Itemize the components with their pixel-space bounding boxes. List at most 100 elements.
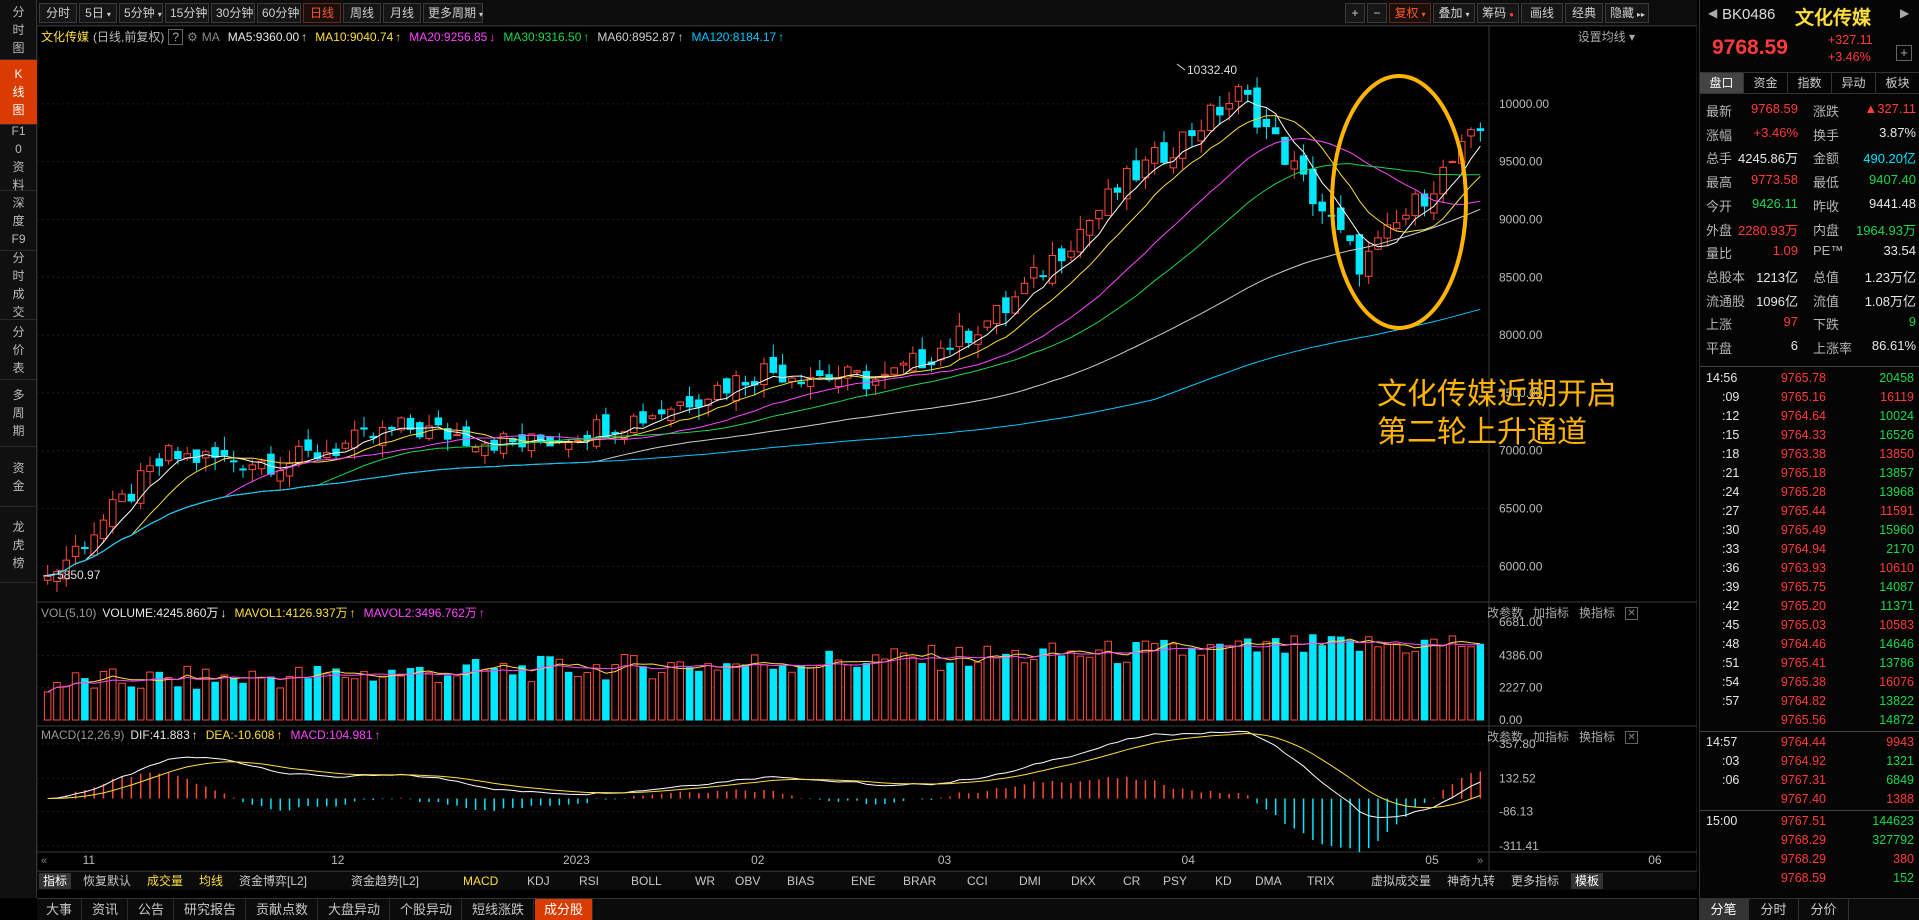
back-arrow-icon[interactable]: ◀ [1708, 6, 1718, 20]
indicator-22[interactable]: TRIX [1307, 874, 1335, 888]
volume-bar [1262, 641, 1271, 721]
indicator-16[interactable]: DMI [1019, 874, 1041, 888]
period-button-5[interactable]: 60分钟 [257, 3, 301, 23]
right-bottom-tab-1[interactable]: 分时 [1749, 899, 1799, 920]
quote-tab-0[interactable]: 盘口 [1700, 73, 1744, 93]
bottom-tab-7[interactable]: 短线涨跌 [463, 899, 535, 920]
tick-price: 9765.38 [1780, 675, 1826, 689]
period-button-2[interactable]: 5分钟 ▾ [119, 3, 163, 23]
bottom-tab-5[interactable]: 大盘异动 [319, 899, 391, 920]
leftnav-item-6[interactable]: 多周期 [0, 380, 37, 447]
toolbar-right-1[interactable]: 叠加 ▾ [1433, 3, 1475, 23]
bottom-tab-3[interactable]: 研究报告 [175, 899, 247, 920]
indicator-21[interactable]: DMA [1255, 874, 1282, 888]
bottom-tab-8[interactable]: 成分股 [535, 899, 594, 920]
indicator-20[interactable]: KD [1215, 874, 1232, 888]
indicator-6[interactable]: MACD [463, 874, 499, 888]
indicator-26[interactable]: 模板 [1571, 873, 1604, 889]
leftnav-item-4[interactable]: 分时成交 [0, 251, 37, 320]
panel-button-2[interactable]: 换指标 [1579, 730, 1616, 744]
bottom-tab-4[interactable]: 贡献点数 [247, 899, 319, 920]
indicator-24[interactable]: 神奇九转 [1447, 874, 1496, 888]
candle-body [899, 362, 908, 366]
indicator-0[interactable]: 指标 [39, 873, 72, 889]
leftnav-item-8[interactable]: 龙虎榜 [0, 507, 37, 583]
period-button-6[interactable]: 日线 [303, 3, 341, 23]
panel-button-1[interactable]: 加指标 [1533, 606, 1570, 620]
period-button-8[interactable]: 月线 [383, 3, 421, 23]
indicator-18[interactable]: CR [1123, 874, 1141, 888]
period-button-9[interactable]: 更多周期 ▾ [423, 3, 483, 23]
toolbar-right-2[interactable]: 筹码 ● [1477, 3, 1519, 23]
quote-tab-1[interactable]: 资金 [1744, 73, 1788, 93]
period-button-1[interactable]: 5日 ▾ [79, 3, 117, 23]
indicator-15[interactable]: CCI [967, 874, 988, 888]
x-tick: 02 [751, 853, 765, 867]
bottom-tab-0[interactable]: 大事 [37, 899, 83, 920]
add-icon[interactable]: + [1896, 45, 1912, 61]
bottom-tab-2[interactable]: 公告 [129, 899, 175, 920]
indicator-12[interactable]: BIAS [787, 874, 815, 888]
indicator-7[interactable]: KDJ [527, 874, 550, 888]
indicator-1[interactable]: 恢复默认 [83, 874, 132, 888]
leftnav-item-3[interactable]: 深度F9 [0, 191, 37, 251]
forward-arrow-icon[interactable]: ▶ [1900, 6, 1910, 20]
volume-bar [1355, 650, 1364, 721]
quote-tab-3[interactable]: 异动 [1832, 73, 1876, 93]
leftnav-item-2[interactable]: F10资料 [0, 124, 37, 192]
toolbar-right-4[interactable]: 经典 [1565, 3, 1603, 23]
close-icon[interactable]: ✕ [1625, 607, 1639, 621]
indicator-14[interactable]: BRAR [903, 874, 937, 888]
gear-icon[interactable]: ⚙ [187, 30, 198, 44]
quote-tab-4[interactable]: 板块 [1876, 73, 1919, 93]
panel-button-2[interactable]: 换指标 [1579, 606, 1616, 620]
indicator-19[interactable]: PSY [1163, 874, 1188, 888]
leftnav-item-0[interactable]: 分时图 [0, 0, 37, 60]
period-button-4[interactable]: 30分钟 [211, 3, 255, 23]
right-bottom-tab-2[interactable]: 分价 [1799, 899, 1849, 920]
indicator-4[interactable]: 资金博弈[L2] [239, 874, 308, 888]
right-bottom-tab-0[interactable]: 分笔 [1699, 899, 1749, 920]
quote-value: 4245.86万 [1738, 151, 1798, 167]
toolbar-right-0[interactable]: 复权 ▾ [1389, 3, 1431, 23]
close-icon[interactable]: ✕ [1625, 731, 1639, 745]
indicator-2[interactable]: 成交量 [147, 874, 184, 888]
kline-chart[interactable]: 10000.00 9500.00 9000.00 8500.00 8000.00 7500… [37, 26, 1697, 871]
zoom-out-button[interactable]: − [1367, 3, 1387, 23]
leftnav-item-7[interactable]: 资金 [0, 447, 37, 507]
indicator-23[interactable]: 虚拟成交量 [1371, 874, 1432, 888]
period-button-7[interactable]: 周线 [343, 3, 381, 23]
indicator-8[interactable]: RSI [579, 874, 600, 888]
zoom-in-button[interactable]: + [1345, 3, 1365, 23]
indicator-5[interactable]: 资金趋势[L2] [351, 874, 420, 888]
indicator-3[interactable]: 均线 [199, 874, 224, 888]
panel-button-0[interactable]: 改参数 [1487, 730, 1524, 744]
indicator-11[interactable]: OBV [735, 874, 761, 888]
toolbar-right-5[interactable]: 隐藏 ▸▸ [1605, 3, 1649, 23]
toolbar-right-3[interactable]: 画线 [1521, 3, 1563, 23]
scroll-right-icon[interactable]: » [1477, 855, 1483, 867]
indicator-25[interactable]: 更多指标 [1511, 874, 1560, 888]
panel-button-1[interactable]: 加指标 [1533, 730, 1570, 744]
candle-body [862, 370, 871, 390]
indicator-9[interactable]: BOLL [631, 874, 662, 888]
period-button-3[interactable]: 15分钟 [165, 3, 209, 23]
panel-button-0[interactable]: 改参数 [1487, 606, 1524, 620]
indicator-13[interactable]: ENE [851, 874, 876, 888]
bottom-tab-1[interactable]: 资讯 [83, 899, 129, 920]
indicator-17[interactable]: DKX [1071, 874, 1096, 888]
leftnav-item-1[interactable]: K线图 [0, 60, 37, 125]
period-button-0[interactable]: 分时 [39, 3, 77, 23]
tick-time: :30 [1722, 523, 1740, 537]
quote-value: 86.61% [1871, 338, 1916, 353]
chart-canvas[interactable]: 10000.00 9500.00 9000.00 8500.00 8000.00 7500… [37, 26, 1697, 871]
scroll-left-icon[interactable]: « [41, 855, 47, 867]
ma-settings-button[interactable]: 设置均线 ▾ [1577, 30, 1635, 44]
indicator-10[interactable]: WR [695, 874, 715, 888]
quote-tab-2[interactable]: 指数 [1788, 73, 1832, 93]
bottom-tab-6[interactable]: 个股异动 [391, 899, 463, 920]
quote-row: 总股本 1213亿 总值 1.23万亿 [1700, 264, 1919, 288]
leftnav-item-5[interactable]: 分价表 [0, 320, 37, 380]
help-icon[interactable]: ? [168, 29, 184, 45]
quote-value: 9407.40 [1869, 172, 1916, 188]
